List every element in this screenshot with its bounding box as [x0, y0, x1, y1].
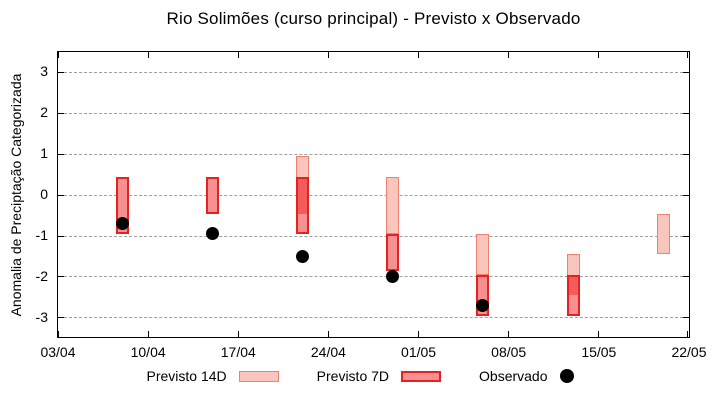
forecast-14d-bar: [386, 176, 400, 234]
legend-item-observado: Observado: [479, 368, 574, 384]
y-tick-label: 2: [40, 104, 48, 121]
forecast-7d-bar-border: [476, 274, 490, 316]
legend-item-previsto-14d: Previsto 14D: [147, 368, 279, 384]
forecast-7d-bar-border: [386, 233, 400, 271]
plot-area: [57, 51, 690, 338]
observed-dot: [206, 227, 220, 241]
y-tick-label: 1: [40, 145, 48, 162]
y-tick-label: -2: [35, 267, 48, 284]
x-tick-mark: [147, 331, 149, 337]
x-tick-mark: [508, 52, 510, 58]
y-tick-mark: [683, 317, 689, 319]
x-tick-label: 10/04: [130, 344, 166, 360]
x-tick-mark: [327, 331, 329, 337]
legend-swatch-7d-box-icon: [401, 370, 442, 382]
x-tick-mark: [686, 52, 688, 58]
x-tick-mark: [327, 52, 329, 58]
y-tick-mark: [683, 153, 689, 155]
y-tick-mark: [58, 153, 64, 155]
y-tick-mark: [58, 317, 64, 319]
observed-dot: [115, 217, 129, 231]
legend-label-previsto-7d: Previsto 7D: [316, 368, 390, 384]
gridline: [59, 317, 688, 319]
y-tick-mark: [58, 276, 64, 278]
legend-label-previsto-14d: Previsto 14D: [146, 368, 227, 384]
x-tick-label: 24/04: [310, 344, 346, 360]
y-tick-mark: [683, 71, 689, 73]
gridline: [59, 194, 688, 196]
forecast-7d-bar-border: [296, 176, 310, 234]
forecast-7d-bar: [386, 233, 400, 271]
x-tick-mark: [58, 331, 59, 337]
legend-observed-dot-icon: [559, 369, 574, 383]
forecast-14d-bar: [476, 233, 490, 275]
y-tick-label: 3: [40, 63, 48, 80]
x-tick-mark: [237, 52, 239, 58]
y-tick-mark: [58, 71, 64, 73]
y-tick-mark: [683, 276, 689, 278]
gridline: [59, 71, 688, 73]
legend-swatch-14d-box-icon: [238, 370, 279, 382]
forecast-7d-bar-border: [206, 176, 220, 214]
observed-dot: [476, 299, 490, 312]
x-tick-mark: [508, 331, 510, 337]
x-tick-mark: [418, 52, 420, 58]
x-tick-label: 01/05: [401, 344, 437, 360]
x-tick-label: 03/04: [40, 344, 76, 360]
gridline: [59, 235, 688, 237]
legend: Previsto 14D Previsto 7D Observado: [0, 368, 720, 384]
x-tick-label: 08/05: [491, 344, 527, 360]
gridline: [59, 153, 688, 155]
forecast-overlap-segment: [566, 274, 580, 296]
observed-dot: [386, 270, 400, 284]
observed-dot: [296, 249, 310, 263]
x-tick-mark: [686, 331, 688, 337]
forecast-14d-bar: [656, 213, 670, 255]
y-tick-label: 0: [40, 186, 48, 203]
y-tick-mark: [58, 112, 64, 114]
y-tick-label: -1: [35, 227, 48, 243]
x-tick-mark: [58, 52, 59, 58]
legend-item-previsto-7d: Previsto 7D: [316, 368, 442, 384]
forecast-7d-bar-border: [115, 176, 129, 234]
y-tick-mark: [683, 194, 689, 196]
gridline: [59, 276, 688, 278]
x-tick-mark: [147, 52, 149, 58]
gridline: [59, 112, 688, 114]
y-tick-label: -3: [35, 308, 48, 325]
x-tick-label: 22/05: [671, 344, 707, 360]
x-tick-mark: [598, 52, 600, 58]
x-tick-label: 17/04: [220, 344, 256, 360]
chart-title: Rio Solimões (curso principal) - Previst…: [166, 9, 581, 28]
forecast-7d-bar-border: [566, 274, 580, 316]
forecast-7d-bar: [206, 176, 220, 214]
forecast-overlap-segment: [296, 176, 310, 214]
legend-label-observado: Observado: [479, 368, 548, 384]
y-tick-mark: [683, 112, 689, 114]
y-tick-mark: [58, 194, 64, 196]
y-tick-mark: [58, 235, 64, 237]
x-tick-mark: [598, 331, 600, 337]
y-tick-mark: [683, 235, 689, 237]
x-tick-label: 15/05: [581, 344, 617, 360]
x-tick-mark: [237, 331, 239, 337]
x-tick-mark: [418, 331, 420, 337]
